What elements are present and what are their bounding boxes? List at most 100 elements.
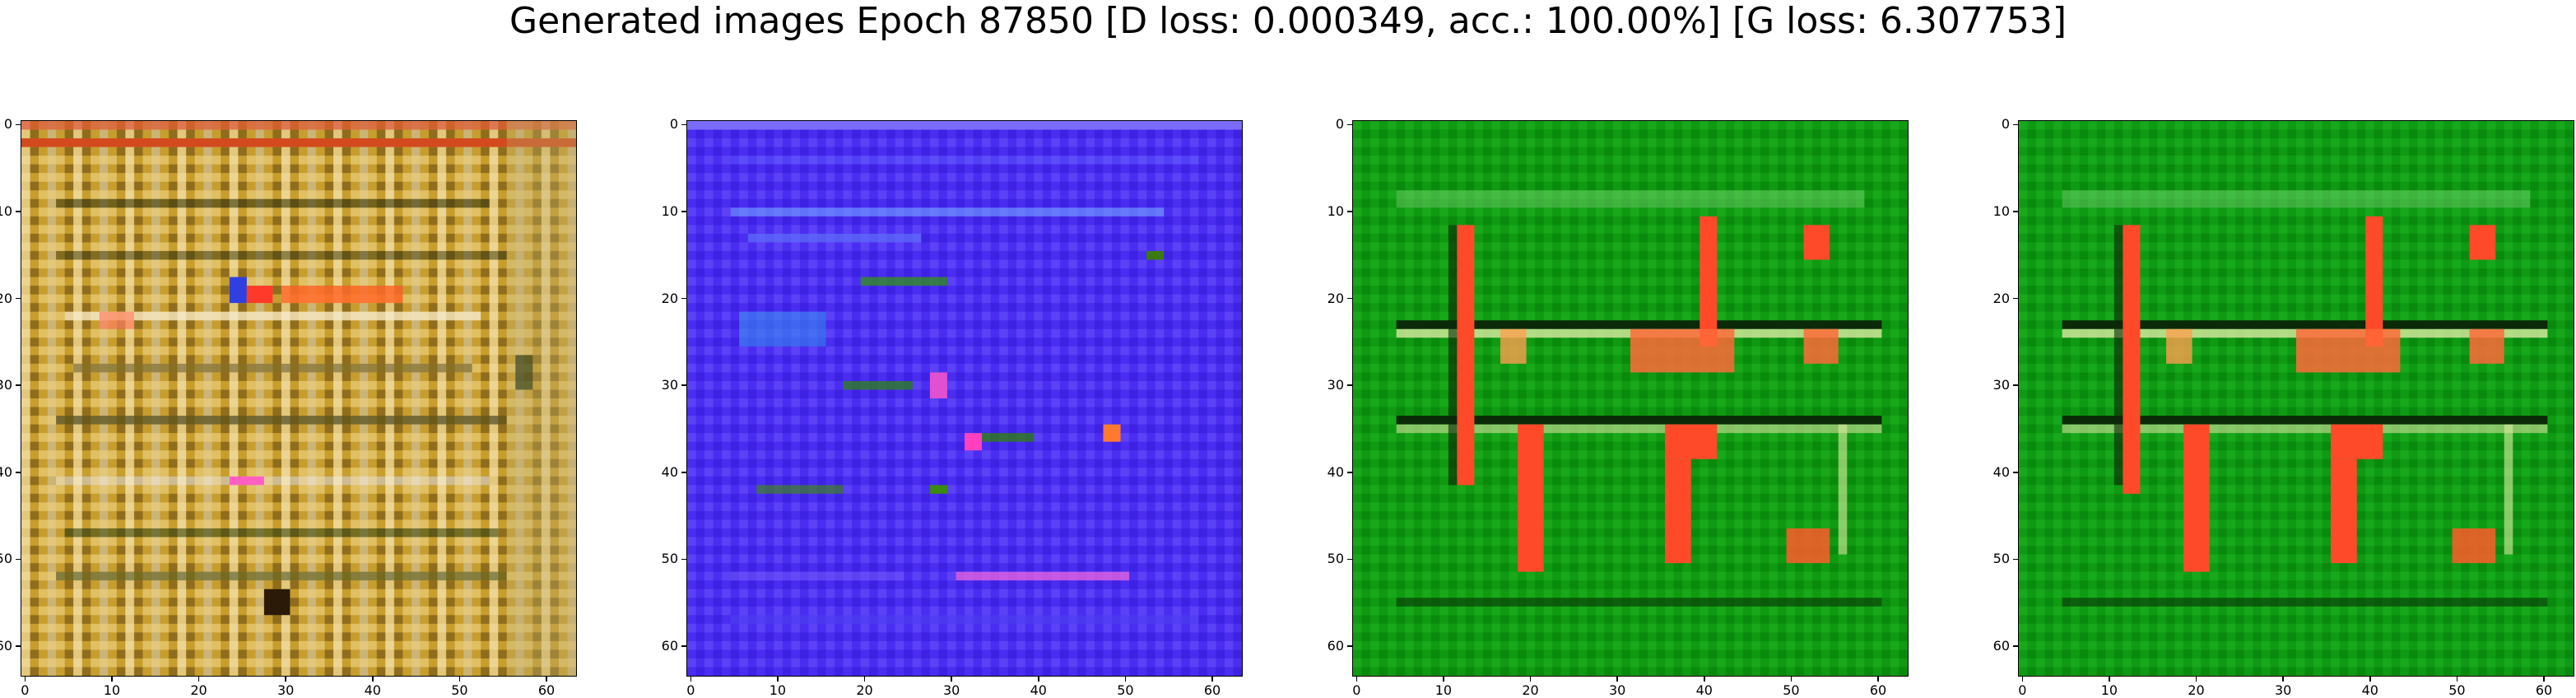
y-tick-label: 20: [1992, 290, 2010, 306]
y-tick-label: 40: [1327, 463, 1344, 480]
x-tick-label: 20: [190, 682, 207, 698]
x-tick-mark: [951, 677, 952, 682]
x-tick-mark: [1124, 677, 1127, 682]
x-tick-mark: [863, 677, 866, 682]
image-panel-1: [21, 120, 577, 677]
y-tick-label: 60: [0, 638, 12, 654]
y-tick-mark: [16, 645, 21, 647]
y-tick-label: 30: [661, 377, 678, 393]
y-tick-mark: [2013, 384, 2018, 386]
y-tick-label: 20: [1327, 290, 1344, 306]
y-tick-label: 60: [1327, 638, 1344, 654]
x-tick-label: 10: [2100, 682, 2118, 698]
image-panel-2: [686, 120, 1243, 677]
x-tick-label: 20: [2188, 682, 2205, 698]
y-tick-mark: [16, 558, 21, 561]
x-tick-mark: [1616, 677, 1618, 682]
y-tick-label: 10: [1992, 202, 2010, 219]
y-tick-label: 40: [661, 463, 678, 480]
figure-title: Generated images Epoch 87850 [D loss: 0.…: [509, 0, 2067, 42]
x-tick-mark: [458, 677, 461, 682]
x-tick-label: 30: [1608, 682, 1626, 698]
x-tick-label: 40: [364, 682, 381, 698]
y-tick-mark: [681, 211, 686, 212]
x-tick-label: 50: [2448, 682, 2466, 698]
x-tick-mark: [2282, 677, 2284, 682]
x-tick-mark: [1704, 677, 1705, 682]
image-panel-3: [1352, 120, 1909, 677]
x-tick-mark: [2543, 677, 2545, 682]
x-tick-mark: [111, 677, 113, 682]
y-tick-label: 50: [1992, 551, 2010, 567]
x-tick-mark: [1877, 677, 1879, 682]
y-tick-mark: [2013, 645, 2018, 647]
y-tick-label: 30: [1992, 377, 2010, 393]
x-tick-label: 60: [1203, 682, 1221, 698]
x-tick-label: 40: [1030, 682, 1047, 698]
x-tick-label: 0: [1352, 682, 1361, 698]
x-tick-label: 20: [1522, 682, 1539, 698]
y-tick-label: 40: [1992, 463, 2010, 480]
y-tick-mark: [2013, 297, 2018, 300]
y-tick-mark: [1347, 472, 1352, 473]
y-tick-mark: [16, 297, 21, 300]
y-tick-mark: [1347, 211, 1352, 212]
y-tick-label: 0: [2001, 116, 2010, 133]
x-tick-label: 60: [1869, 682, 1887, 698]
x-tick-label: 50: [451, 682, 468, 698]
y-tick-label: 20: [661, 290, 678, 306]
x-tick-label: 50: [1783, 682, 1800, 698]
x-tick-label: 10: [103, 682, 121, 698]
generated-image-2: [687, 121, 1242, 676]
x-tick-label: 0: [2018, 682, 2027, 698]
y-tick-mark: [681, 645, 686, 647]
x-tick-label: 10: [769, 682, 787, 698]
y-tick-label: 0: [3, 116, 12, 133]
y-tick-label: 40: [0, 463, 12, 480]
y-tick-label: 50: [1327, 551, 1344, 567]
x-tick-mark: [2109, 677, 2110, 682]
x-tick-mark: [690, 677, 692, 682]
y-tick-label: 50: [661, 551, 678, 567]
y-tick-mark: [2013, 123, 2018, 126]
y-tick-label: 60: [661, 638, 678, 654]
y-tick-mark: [681, 123, 686, 126]
generated-image-4: [2019, 121, 2574, 676]
y-tick-mark: [1347, 384, 1352, 386]
x-tick-label: 30: [942, 682, 960, 698]
y-tick-mark: [2013, 558, 2018, 561]
y-tick-mark: [16, 123, 21, 126]
x-tick-label: 40: [2361, 682, 2378, 698]
x-tick-mark: [2369, 677, 2371, 682]
x-tick-label: 20: [856, 682, 873, 698]
x-tick-label: 60: [537, 682, 556, 698]
y-tick-label: 50: [0, 551, 12, 567]
x-tick-label: 30: [277, 682, 295, 698]
y-tick-mark: [16, 211, 21, 212]
x-tick-mark: [777, 677, 779, 682]
image-panel-4: [2018, 120, 2574, 677]
x-tick-mark: [546, 677, 547, 682]
x-tick-mark: [1443, 677, 1444, 682]
x-tick-label: 0: [21, 682, 30, 698]
x-tick-mark: [372, 677, 374, 682]
x-tick-mark: [1529, 677, 1532, 682]
y-tick-label: 10: [1327, 202, 1344, 219]
x-tick-label: 10: [1434, 682, 1453, 698]
x-tick-mark: [285, 677, 286, 682]
y-tick-mark: [1347, 558, 1352, 561]
x-tick-mark: [1790, 677, 1793, 682]
y-tick-label: 30: [0, 377, 12, 393]
x-tick-label: 30: [2274, 682, 2292, 698]
y-tick-mark: [1347, 123, 1352, 126]
y-tick-mark: [2013, 472, 2018, 473]
y-tick-mark: [1347, 297, 1352, 300]
x-tick-mark: [1211, 677, 1213, 682]
y-tick-mark: [16, 472, 21, 473]
x-tick-mark: [2456, 677, 2458, 682]
y-tick-label: 0: [1335, 116, 1344, 133]
y-tick-label: 10: [0, 202, 12, 219]
x-tick-mark: [24, 677, 26, 682]
y-tick-label: 0: [669, 116, 678, 133]
x-tick-mark: [1038, 677, 1039, 682]
